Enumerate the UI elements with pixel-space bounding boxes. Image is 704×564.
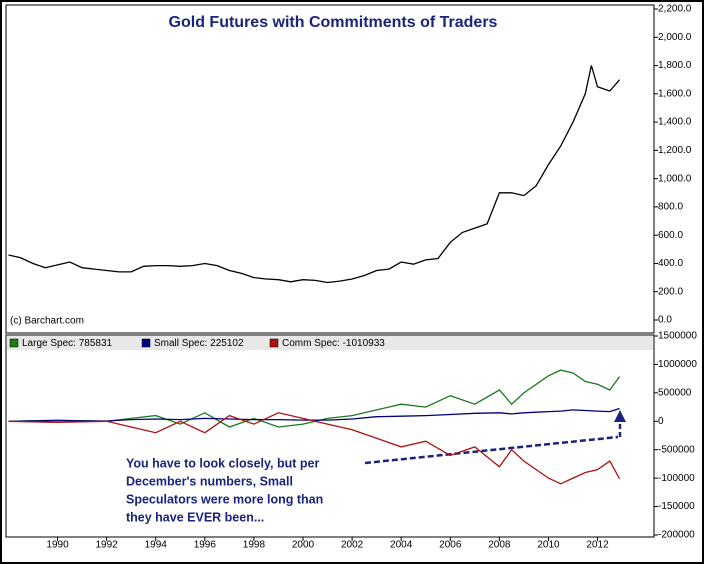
y-tick-label: 1,400.0 <box>658 117 692 128</box>
legend-swatch <box>141 338 151 348</box>
annotation: You have to look closely, but per <box>126 456 319 470</box>
y-tick-label: -150000 <box>658 501 695 512</box>
legend-label: Comm Spec: -1010933 <box>282 338 385 349</box>
price-panel <box>5 4 655 334</box>
x-tick-label: 1990 <box>46 540 69 551</box>
legend-label: Small Spec: 225102 <box>154 338 244 349</box>
x-tick-label: 2000 <box>292 540 315 551</box>
x-tick-label: 2008 <box>488 540 511 551</box>
legend-swatch <box>269 338 279 348</box>
y-tick-label: 2,000.0 <box>658 32 692 43</box>
y-tick-label: 1,800.0 <box>658 60 692 71</box>
data-line <box>8 369 621 428</box>
x-tick-label: 2002 <box>341 540 364 551</box>
arrow-line <box>364 435 619 465</box>
y-tick-label: -100000 <box>658 473 695 484</box>
legend-band <box>7 336 653 350</box>
y-tick-label: 1,200.0 <box>658 145 692 156</box>
arrow-head <box>614 410 626 422</box>
cot-panel <box>5 334 655 538</box>
y-tick-label: 1,000.0 <box>658 173 692 184</box>
x-tick-label: 1996 <box>194 540 217 551</box>
legend-label: Large Spec: 785831 <box>22 338 113 349</box>
y-tick-label: 800.0 <box>658 202 683 213</box>
annotation: they have EVER been... <box>126 510 264 524</box>
x-tick-label: 2004 <box>390 540 413 551</box>
credit: (c) Barchart.com <box>10 316 84 327</box>
annotation: December's numbers, Small <box>126 474 293 488</box>
legend-swatch <box>9 338 19 348</box>
data-line <box>8 65 621 284</box>
data-line <box>8 412 621 485</box>
y-tick-label: 200.0 <box>658 286 683 297</box>
x-tick-label: 1992 <box>96 540 119 551</box>
y-tick-label: 2,200.0 <box>658 4 692 15</box>
y-tick-label: -200000 <box>658 530 695 541</box>
y-tick-label: -500000 <box>658 444 695 455</box>
x-tick-label: 2010 <box>537 540 560 551</box>
y-tick-label: 500000 <box>658 387 692 398</box>
annotation: Speculators were more long than <box>126 492 323 506</box>
chart-title: Gold Futures with Commitments of Traders <box>169 14 498 31</box>
x-tick-label: 2006 <box>439 540 462 551</box>
y-tick-label: 0.0 <box>658 315 672 326</box>
y-tick-label: 0 <box>658 416 664 427</box>
y-tick-label: 600.0 <box>658 230 683 241</box>
y-tick-label: 1000000 <box>658 359 697 370</box>
y-tick-label: 400.0 <box>658 258 683 269</box>
y-tick-label: 1500000 <box>658 331 697 342</box>
x-tick-label: 1998 <box>243 540 266 551</box>
y-tick-label: 1,600.0 <box>658 88 692 99</box>
data-line <box>8 407 620 422</box>
x-tick-label: 2012 <box>586 540 609 551</box>
x-tick-label: 1994 <box>145 540 168 551</box>
